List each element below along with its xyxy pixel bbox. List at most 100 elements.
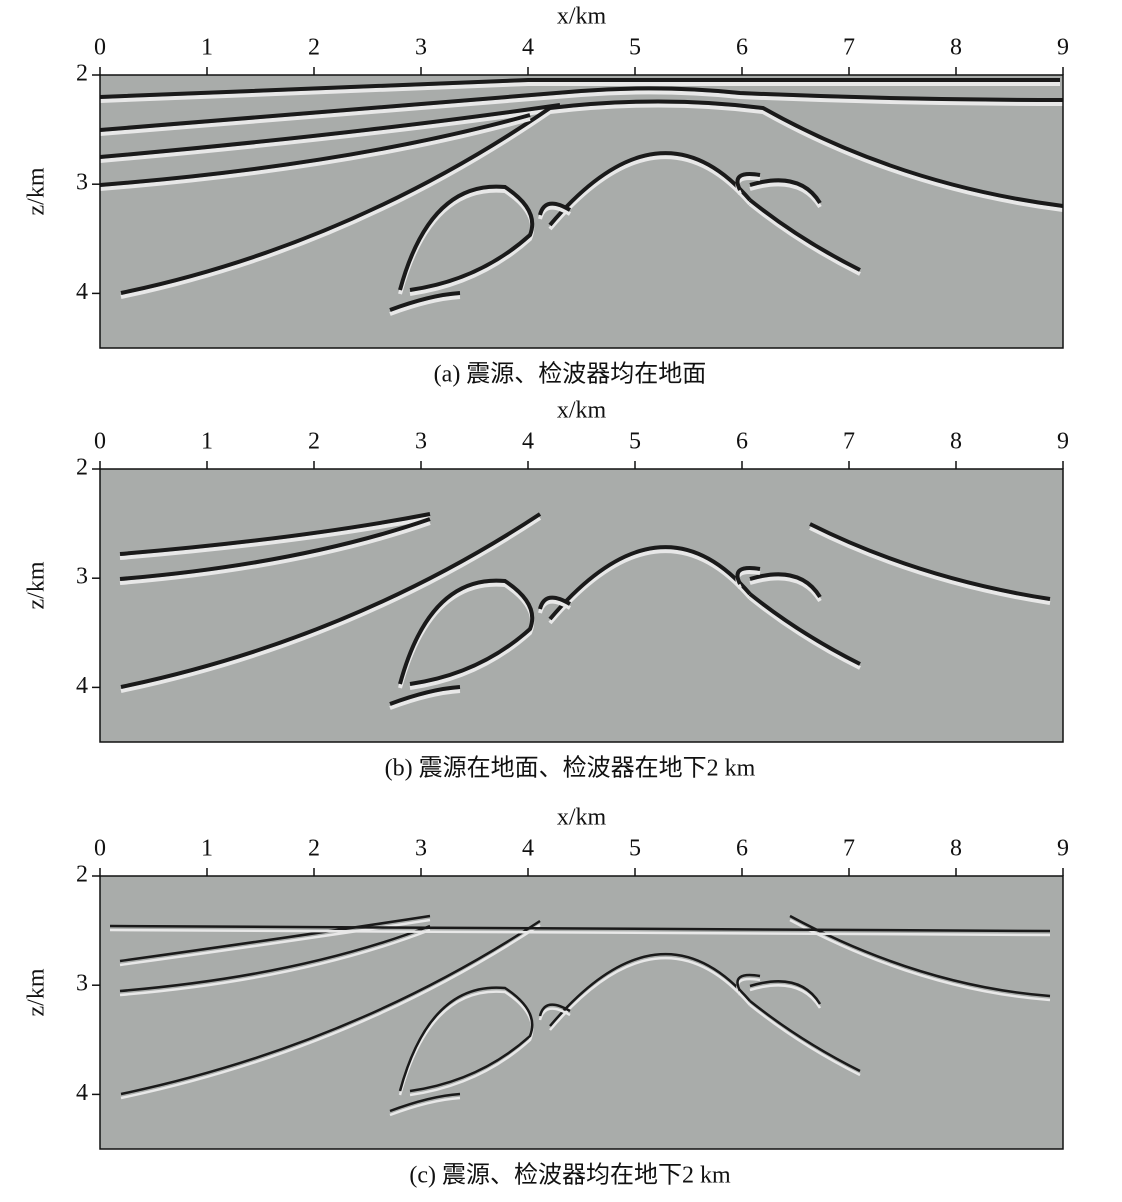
reflector-highlight <box>789 918 1051 1002</box>
reflector-highlight <box>735 176 761 195</box>
seismic-image <box>100 75 1063 348</box>
x-tick-label: 3 <box>415 429 427 455</box>
reflector <box>736 973 761 992</box>
reflector-highlight <box>119 928 431 997</box>
x-tick-label: 5 <box>629 836 641 862</box>
x-tick-label: 8 <box>950 35 962 61</box>
seismic-image <box>100 469 1063 742</box>
x-tick-label: 6 <box>736 35 748 61</box>
x-tick-label: 8 <box>950 836 962 862</box>
seismic-image <box>100 876 1063 1149</box>
x-tick-label: 9 <box>1057 35 1069 61</box>
reflector <box>398 986 534 1093</box>
reflector <box>109 924 1051 933</box>
reflector-highlight <box>119 918 431 967</box>
reflector <box>735 172 761 191</box>
y-tick-label: 3 <box>76 170 88 196</box>
y-axis-label: z/km <box>24 167 50 215</box>
reflector <box>119 914 431 963</box>
reflector <box>99 78 1060 99</box>
panel: 0 1 2 3 4 5 6 7 8 9 2 3 4 x/km z/km (a) 震源、检波器均在地面 <box>24 4 1070 388</box>
x-axis-label: x/km <box>557 805 607 831</box>
reflector <box>120 919 541 1096</box>
panel: 0 1 2 3 4 5 6 7 8 9 2 3 4 x/km z/km (c) 震源、检波器均在地下2 km <box>24 805 1070 1189</box>
reflector <box>398 578 535 686</box>
x-tick-label: 1 <box>201 836 213 862</box>
x-tick-label: 4 <box>522 35 534 61</box>
plot-frame <box>99 468 1064 743</box>
x-tick-label: 2 <box>308 35 320 61</box>
reflector-highlight <box>748 596 861 670</box>
reflector-highlight <box>736 977 761 996</box>
y-axis-label: z/km <box>24 561 50 609</box>
reflector-highlight <box>749 1004 861 1077</box>
caption: (a) 震源、检波器均在地面 <box>434 361 707 388</box>
x-tick-label: 0 <box>94 429 106 455</box>
x-tick-label: 9 <box>1057 429 1069 455</box>
y-tick-label: 2 <box>76 455 88 481</box>
reflector <box>548 545 752 621</box>
reflector <box>749 1000 861 1073</box>
reflector-highlight <box>749 576 822 603</box>
plot-frame <box>99 74 1064 349</box>
reflectors <box>109 914 1051 1117</box>
reflector-highlight <box>99 82 1060 103</box>
x-axis-label: x/km <box>557 4 607 30</box>
reflector-highlight <box>389 1096 461 1117</box>
reflector <box>99 103 561 159</box>
reflector-highlight <box>389 295 461 316</box>
reflector <box>748 592 861 666</box>
reflector <box>398 184 535 292</box>
reflector-highlight <box>109 928 1051 937</box>
x-tick-label: 4 <box>522 429 534 455</box>
plot-frame <box>99 875 1064 1150</box>
x-tick-label: 0 <box>94 836 106 862</box>
x-tick-label: 5 <box>629 35 641 61</box>
y-tick-label: 2 <box>76 862 88 888</box>
reflector-highlight <box>735 570 761 589</box>
x-tick-label: 8 <box>950 429 962 455</box>
reflector-highlight <box>99 117 531 191</box>
y-tick-label: 4 <box>76 1080 88 1106</box>
reflector-highlight <box>120 923 541 1100</box>
reflector <box>119 512 431 556</box>
x-tick-label: 4 <box>522 836 534 862</box>
x-axis-label: x/km <box>557 398 607 424</box>
reflectors <box>119 512 1051 710</box>
reflector-highlight <box>809 526 1051 605</box>
y-tick-label: 3 <box>76 971 88 997</box>
reflector <box>549 952 751 1027</box>
reflector <box>119 924 431 993</box>
caption: (b) 震源在地面、检波器在地下2 km <box>385 755 756 782</box>
reflector <box>538 201 572 216</box>
reflector-highlight <box>749 182 822 209</box>
x-tick-label: 7 <box>843 35 855 61</box>
reflector <box>99 113 531 187</box>
caption: (c) 震源、检波器均在地下2 km <box>409 1162 731 1189</box>
x-tick-label: 6 <box>736 836 748 862</box>
reflector <box>749 572 822 599</box>
reflector <box>748 198 861 272</box>
reflector-highlight <box>549 956 751 1031</box>
reflector-highlight <box>398 188 535 296</box>
reflector-highlight <box>538 205 572 220</box>
reflector-highlight <box>749 984 822 1009</box>
y-tick-label: 4 <box>76 673 88 699</box>
reflector <box>389 1092 461 1113</box>
y-tick-label: 4 <box>76 279 88 305</box>
reflector <box>809 522 1051 601</box>
reflector-highlight <box>389 689 461 710</box>
reflector-highlight <box>398 990 534 1097</box>
reflector <box>389 291 461 312</box>
reflector <box>749 178 822 205</box>
reflector-highlight <box>119 516 431 560</box>
reflector <box>99 86 1064 132</box>
x-tick-label: 3 <box>415 836 427 862</box>
reflector <box>538 595 572 610</box>
reflector-highlight <box>99 107 561 163</box>
reflector <box>538 1003 571 1017</box>
x-tick-label: 7 <box>843 836 855 862</box>
reflectors <box>99 78 1064 316</box>
reflector-highlight <box>538 599 572 614</box>
